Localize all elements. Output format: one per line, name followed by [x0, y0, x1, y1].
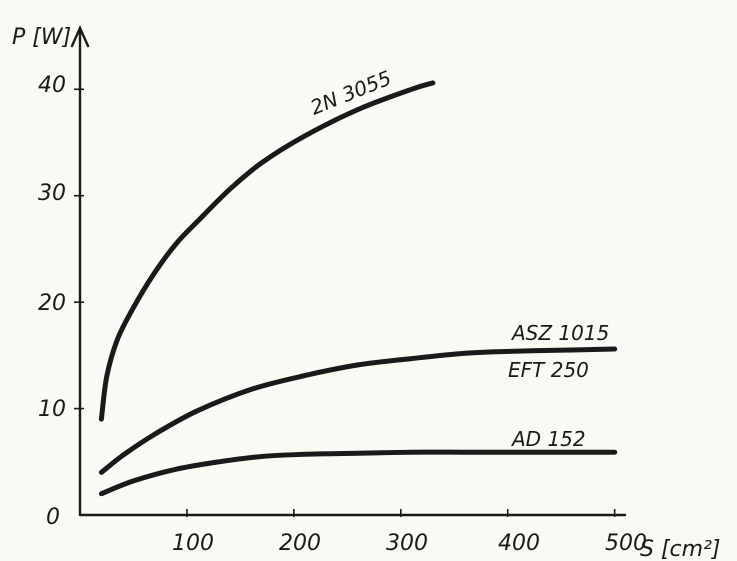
series-line-1	[98, 346, 618, 475]
y-axis-label: P [W]	[12, 25, 71, 50]
x-tick-label-100: 100	[172, 531, 214, 556]
x-tick-label-300: 300	[386, 531, 428, 556]
x-tick-label-500: 500	[605, 531, 647, 556]
x-tick-label-400: 400	[498, 531, 540, 556]
series-line-0	[98, 80, 436, 422]
series-label-ad: AD 152	[510, 427, 586, 451]
y-tick-label-0: 0	[46, 505, 60, 530]
y-axis-arrow	[70, 25, 90, 48]
series-line-2	[98, 449, 618, 497]
y-tick-label-20: 20	[38, 291, 66, 316]
x-axis-label: S [cm²]	[640, 537, 720, 561]
y-tick-label-40: 40	[38, 73, 66, 98]
series-label-asz: ASZ 1015	[510, 321, 609, 345]
y-tick-label-10: 10	[38, 397, 66, 422]
x-tick-label-200: 200	[279, 531, 321, 556]
y-tick-label-30: 30	[38, 181, 66, 206]
series-label-eft: EFT 250	[508, 358, 589, 382]
